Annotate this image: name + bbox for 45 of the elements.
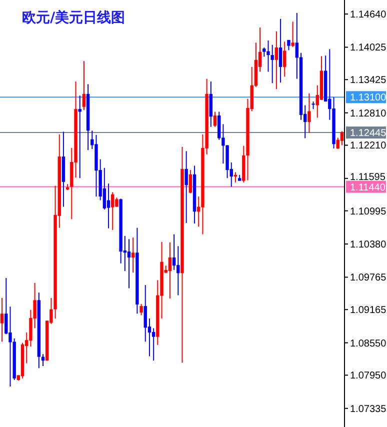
candlestick	[283, 41, 286, 78]
candlestick	[111, 192, 114, 230]
y-tick-label: 1.07335	[350, 404, 387, 415]
candlestick	[291, 21, 294, 48]
candlestick	[82, 60, 86, 111]
candlestick	[144, 284, 147, 342]
candlestick	[152, 328, 156, 362]
y-tick-label: 1.13425	[350, 75, 387, 86]
candlestick	[102, 167, 106, 210]
y-tick-label: 1.14025	[350, 42, 387, 54]
candlestick	[188, 170, 192, 194]
candlestick	[270, 44, 274, 84]
ref-line-label: 1.12445	[350, 128, 387, 140]
candlestick	[140, 303, 143, 316]
y-tick-label: 1.12810	[350, 108, 387, 120]
candlestick	[340, 130, 344, 146]
candlestick	[131, 237, 135, 274]
y-tick-label: 1.09165	[350, 305, 387, 316]
y-tick-label: 1.08550	[350, 338, 387, 350]
candlestick	[184, 150, 188, 224]
candlestick	[274, 30, 278, 90]
candlestick	[115, 197, 118, 208]
candlestick	[172, 234, 176, 270]
y-tick-label: 1.09765	[350, 272, 387, 284]
y-tick-label: 1.10995	[350, 206, 387, 218]
candlestick	[308, 92, 311, 134]
candlestick	[278, 18, 282, 84]
candlestick	[0, 297, 4, 342]
y-tick-label: 1.10380	[350, 240, 387, 250]
candlestick	[266, 40, 270, 72]
candlestick	[213, 111, 217, 128]
candlestick	[127, 238, 131, 289]
y-tick-label: 1.12210	[350, 140, 387, 152]
y-tick-label: 1.14640	[350, 10, 387, 21]
candlestick	[209, 81, 213, 128]
candlestick	[168, 242, 172, 300]
y-tick-label: 1.11595	[350, 172, 386, 183]
candlestick	[176, 246, 180, 296]
candlestick	[8, 306, 12, 388]
text: 欧元/美元日线图	[22, 9, 126, 26]
ref-line-label: 1.11440	[350, 182, 386, 194]
ref-line-label: 1.13100	[350, 92, 387, 104]
candlestick	[106, 183, 110, 229]
candlestick	[262, 47, 266, 58]
y-tick-label: 1.07950	[350, 370, 387, 382]
